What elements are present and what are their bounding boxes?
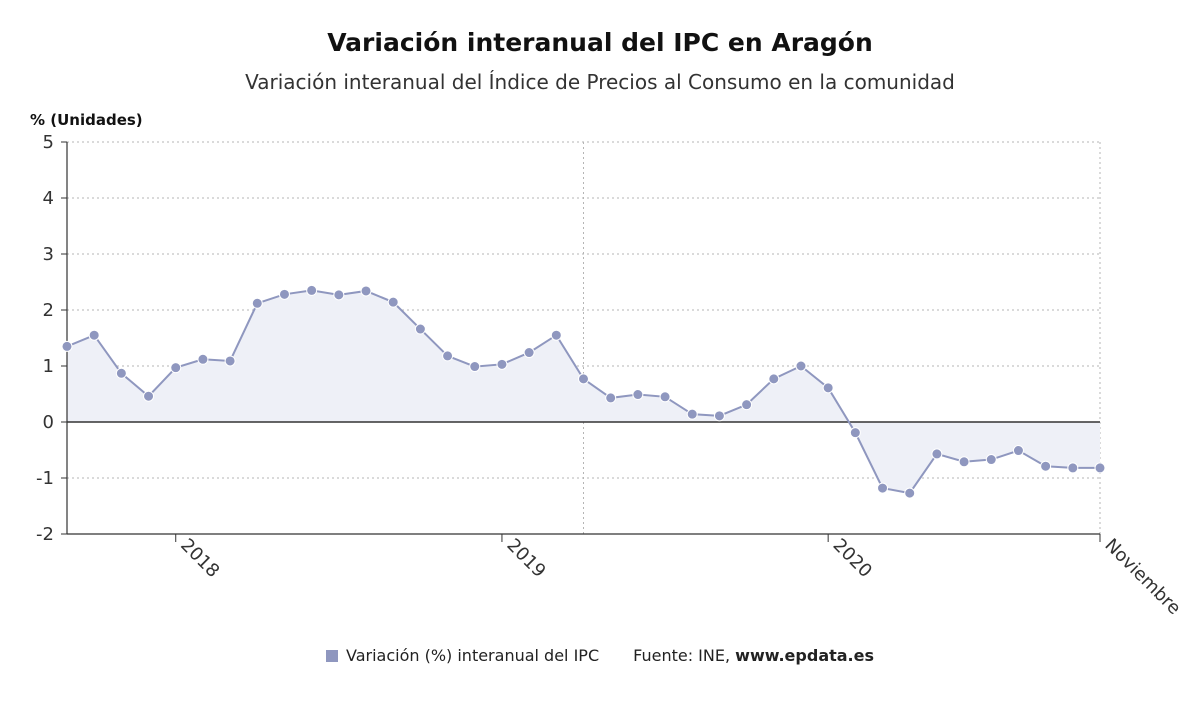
- x-tick-label: 2019: [502, 535, 549, 582]
- y-tick-label: 5: [43, 132, 54, 153]
- data-point: [61, 340, 73, 352]
- data-point: [550, 329, 562, 341]
- data-point: [686, 408, 698, 420]
- data-point: [197, 353, 209, 365]
- data-points: [61, 284, 1106, 499]
- data-point: [877, 482, 889, 494]
- data-point: [469, 361, 481, 373]
- data-point: [1012, 445, 1024, 457]
- data-point: [333, 289, 345, 301]
- data-point: [659, 391, 671, 403]
- data-point: [985, 454, 997, 466]
- data-point: [360, 285, 372, 297]
- data-point: [224, 355, 236, 367]
- data-point: [795, 360, 807, 372]
- data-point: [88, 329, 100, 341]
- data-point: [306, 284, 318, 296]
- chart-title: Variación interanual del IPC en Aragón: [327, 28, 873, 57]
- data-point: [849, 427, 861, 439]
- data-point: [523, 347, 535, 359]
- data-point: [822, 382, 834, 394]
- data-point: [143, 390, 155, 402]
- grid-lines: [67, 141, 1101, 534]
- legend-swatch: [325, 650, 338, 662]
- y-tick-label: 2: [43, 300, 54, 321]
- legend-series-label: Variación (%) interanual del IPC: [345, 646, 600, 665]
- area-fill: [67, 290, 1100, 494]
- data-point: [170, 362, 182, 374]
- y-tick-label: -1: [36, 468, 54, 489]
- y-axis-label: % (Unidades): [30, 111, 143, 129]
- y-tick-label: 1: [43, 356, 54, 377]
- axes: [61, 141, 1101, 542]
- area-under-line: [67, 290, 1100, 494]
- data-point: [958, 456, 970, 468]
- data-point: [578, 373, 589, 385]
- data-point: [632, 389, 644, 401]
- data-point: [931, 448, 943, 460]
- data-point: [1094, 462, 1106, 474]
- data-point: [442, 350, 454, 362]
- data-point: [251, 297, 263, 309]
- data-point: [387, 296, 399, 308]
- data-point: [741, 399, 753, 411]
- data-point: [414, 323, 426, 335]
- data-point: [115, 367, 127, 379]
- y-tick-label: 4: [43, 188, 54, 209]
- y-tick-label: 3: [43, 244, 54, 265]
- data-point: [768, 373, 780, 385]
- data-point: [496, 358, 508, 370]
- y-tick-label: 0: [43, 412, 54, 433]
- data-point: [713, 410, 725, 422]
- x-tick-label: 2018: [176, 535, 223, 582]
- source-label: Fuente: INE,: [633, 646, 731, 665]
- data-point: [278, 288, 290, 300]
- data-point: [605, 392, 617, 404]
- data-point: [1040, 460, 1052, 472]
- x-tick-labels: 2018 2019 2020 Noviembre: [176, 535, 1185, 619]
- data-point: [1067, 462, 1079, 474]
- source-site: www.epdata.es: [735, 646, 875, 665]
- data-point: [904, 487, 916, 499]
- chart-subtitle: Variación interanual del Índice de Preci…: [245, 70, 955, 94]
- x-tick-label: Noviembre: [1100, 535, 1184, 619]
- x-tick-label: 2020: [829, 535, 876, 582]
- legend: Variación (%) interanual del IPC Fuente: …: [0, 646, 1200, 665]
- y-tick-labels: -2 -1 0 1 2 3 4 5: [36, 132, 54, 545]
- y-tick-label: -2: [36, 524, 54, 545]
